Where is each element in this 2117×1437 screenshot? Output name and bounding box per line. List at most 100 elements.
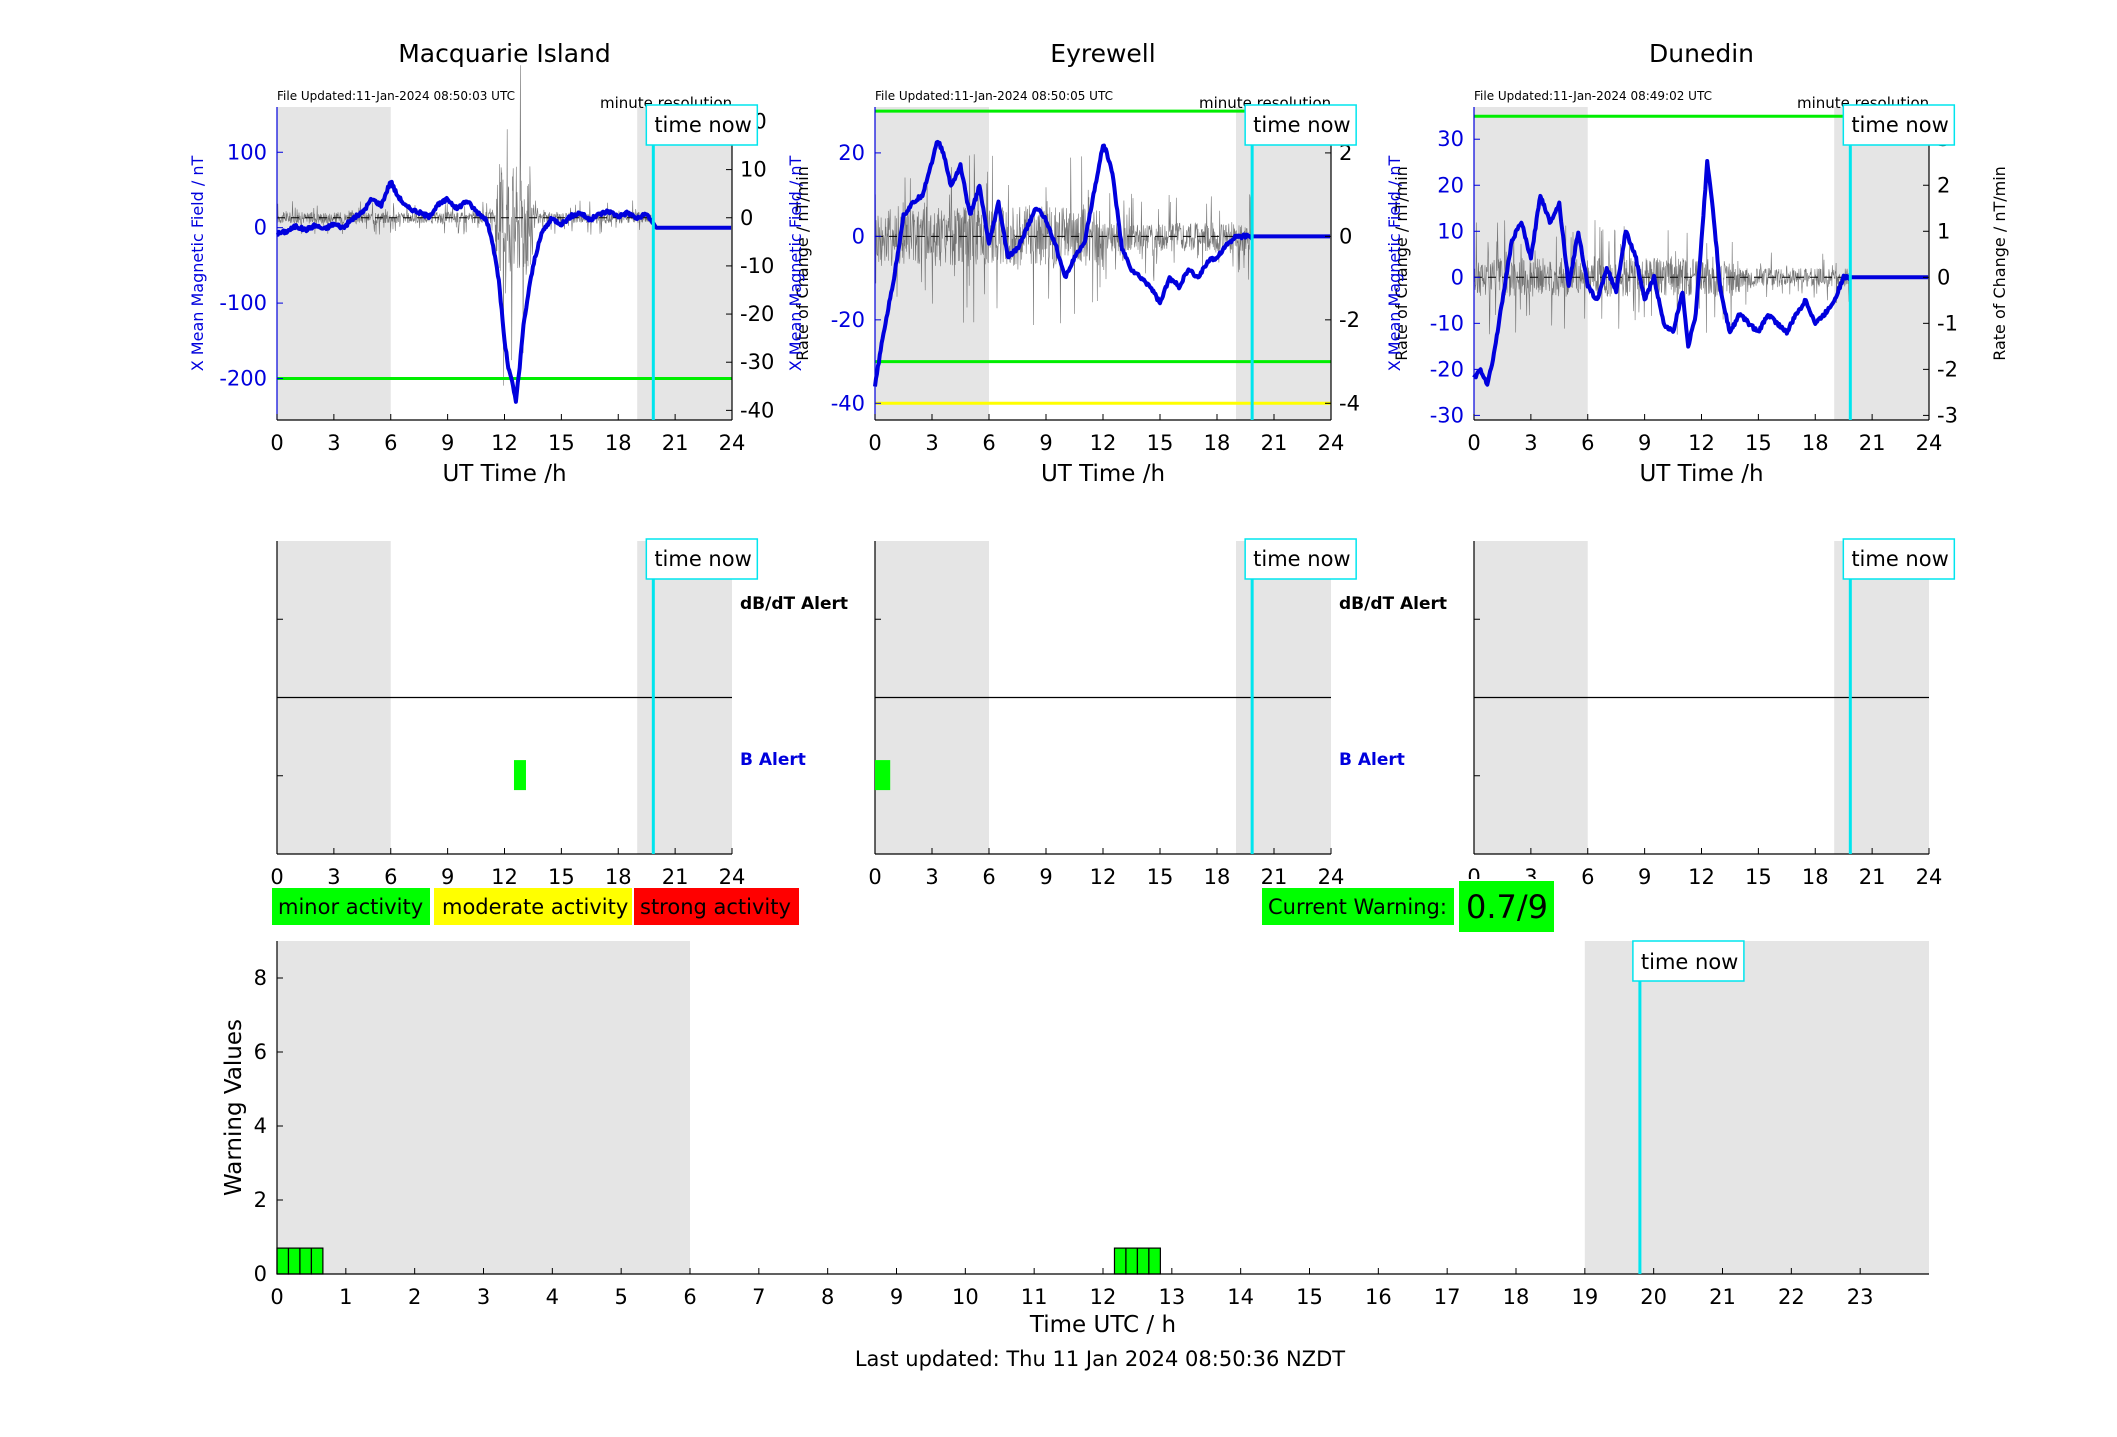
legend-strong-swatch	[632, 886, 801, 927]
x-tick-label: 3	[327, 865, 340, 889]
y-right-tick-label: 0	[740, 206, 753, 230]
x-tick-label: 3	[327, 431, 340, 455]
time-now-marker: time now	[645, 104, 759, 420]
x-tick-label: 0	[1467, 431, 1480, 455]
alert-panel-1: 0 3 6 9 12 15 18 21 24 dB/dT Alert B Alert time now	[868, 538, 1447, 889]
y-left-tick-label: -100	[219, 291, 267, 315]
x-tick-label: 6	[1581, 865, 1594, 889]
x-tick-label: 16	[1365, 1285, 1392, 1309]
x-tick-label: 1	[339, 1285, 352, 1309]
y-right-tick-label: 10	[740, 158, 767, 182]
rate-of-change-line	[1473, 220, 1851, 335]
warning-bar	[299, 1247, 313, 1275]
current-warning: Current Warning: 0.7/9	[1260, 879, 1556, 934]
x-tick-label: 3	[925, 865, 938, 889]
x-tick-label: 21	[662, 865, 689, 889]
x-tick-label: 15	[548, 431, 575, 455]
y-right-tick-label: -10	[740, 254, 774, 278]
night-band	[637, 107, 732, 420]
y-left-tick-label: 0	[852, 224, 865, 248]
y-left-tick-label: -20	[831, 308, 865, 332]
warning-values-chart: 0 1 2 3 4 5 6 7 8 9 10 11 12 13 14 15 16 17 18 19 20 21 22 2302…	[221, 940, 1929, 1338]
legend-minor-label: minor activity	[278, 895, 423, 919]
x-tick-label: 2	[408, 1285, 421, 1309]
x-tick-label: 6	[683, 1285, 696, 1309]
x-tick-label: 21	[1261, 431, 1288, 455]
legend-strong-label: strong activity	[640, 895, 791, 919]
x-tick-label: 21	[1859, 865, 1886, 889]
x-tick-label: 24	[1916, 865, 1943, 889]
y-right-tick-label: 2	[1339, 141, 1352, 165]
y-right-tick-label: 0	[1339, 224, 1352, 248]
y-left-tick-label: -10	[1430, 311, 1464, 335]
x-axis-label: UT Time /h	[1639, 461, 1763, 487]
legend-minor-swatch	[270, 886, 432, 927]
y-right-tick-label: 1	[1937, 219, 1950, 243]
y-right-tick-label: -40	[740, 398, 774, 422]
time-now-label: time now	[1641, 950, 1738, 974]
x-tick-label: 6	[982, 865, 995, 889]
magnetic-field-line	[873, 139, 1332, 387]
x-tick-label: 15	[1745, 865, 1772, 889]
x-tick-label: 9	[1039, 431, 1052, 455]
x-tick-label: 21	[1709, 1285, 1736, 1309]
dbdt-alert-label: dB/dT Alert	[1339, 594, 1447, 614]
x-tick-label: 9	[1039, 865, 1052, 889]
x-tick-label: 21	[1859, 431, 1886, 455]
time-now-label: time now	[1253, 547, 1350, 571]
x-tick-label: 9	[890, 1285, 903, 1309]
x-tick-label: 3	[925, 431, 938, 455]
x-tick-label: 18	[1204, 431, 1231, 455]
y-right-tick-label: -2	[1937, 357, 1958, 381]
time-now-label: time now	[654, 547, 751, 571]
y-left-tick-label: -40	[831, 391, 865, 415]
y-right-axis-label: Rate of Change / nT/min	[1392, 166, 1411, 361]
x-tick-label: 17	[1434, 1285, 1461, 1309]
x-tick-label: 9	[441, 865, 454, 889]
alert-panel-0: 0 3 6 9 12 15 18 21 24 dB/dT Alert B Alert time now	[270, 538, 848, 889]
y-left-tick-label: -30	[1430, 403, 1464, 427]
magnetometer-panel-1: 0 3 6 9 12 15 18 21 24-40-20020-4-202EyrewellFil…	[786, 39, 1411, 487]
y-axis-label: Warning Values	[221, 1019, 247, 1196]
y-left-tick-label: 0	[1451, 265, 1464, 289]
time-now-label: time now	[1851, 547, 1948, 571]
x-tick-label: 6	[384, 431, 397, 455]
activity-legend: minor activity moderate activity strong …	[270, 886, 801, 927]
x-tick-label: 0	[868, 865, 881, 889]
x-tick-label: 24	[1318, 431, 1345, 455]
time-now-marker: time now	[1842, 538, 1956, 854]
x-tick-label: 15	[1147, 431, 1174, 455]
x-tick-label: 15	[1296, 1285, 1323, 1309]
x-tick-label: 24	[719, 865, 746, 889]
y-left-tick-label: 100	[227, 140, 267, 164]
charts-layer: 0 3 6 9 12 15 18 21 24-200-1000100-40-30-20-1001…	[188, 39, 2009, 1338]
warning-bar	[287, 1247, 301, 1275]
y-right-axis-label: Rate of Change / nT/min	[793, 166, 812, 361]
warning-bar	[310, 1247, 324, 1275]
x-tick-label: 0	[868, 431, 881, 455]
x-tick-label: 3	[1524, 431, 1537, 455]
x-tick-label: 18	[1204, 865, 1231, 889]
x-tick-label: 0	[270, 431, 283, 455]
file-updated: File Updated:11-Jan-2024 08:50:05 UTC	[875, 89, 1113, 103]
current-warning-value-box	[1457, 879, 1556, 934]
x-tick-label: 18	[1802, 865, 1829, 889]
y-right-tick-label: 2	[1937, 173, 1950, 197]
x-tick-label: 24	[1916, 431, 1943, 455]
y-right-axis-label: Rate of Change / nT/min	[1990, 166, 2009, 361]
x-axis-label: UT Time /h	[1041, 461, 1165, 487]
time-now-marker: time now	[1244, 538, 1357, 854]
warning-bar	[276, 1247, 290, 1275]
alert-block	[513, 760, 526, 791]
x-tick-label: 9	[1638, 865, 1651, 889]
y-left-axis-label: X Mean Magnetic Field / nT	[786, 156, 805, 372]
time-now-box	[645, 104, 759, 146]
night-band	[277, 107, 391, 420]
time-now-box	[1842, 104, 1956, 146]
x-tick-label: 23	[1847, 1285, 1874, 1309]
x-tick-label: 9	[441, 431, 454, 455]
y-right-tick-label: 0	[1937, 265, 1950, 289]
warning-bar	[1125, 1247, 1139, 1275]
warning-bar	[1113, 1247, 1127, 1275]
